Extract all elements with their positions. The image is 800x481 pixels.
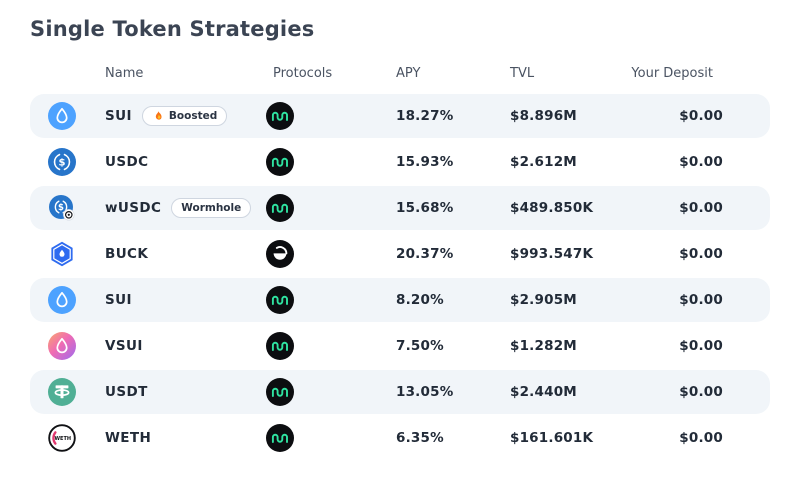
- tvl-value: $2.440M: [510, 384, 577, 400]
- navi-icon: [266, 332, 294, 360]
- apy-value: 18.27%: [396, 108, 454, 124]
- navi-icon: [266, 286, 294, 314]
- bucket-icon: [266, 240, 294, 268]
- table-row[interactable]: WETH WETH 6.35% $161.601K $0.00: [30, 416, 770, 460]
- deposit-value: $0.00: [679, 292, 723, 308]
- tvl-value: $161.601K: [510, 430, 594, 446]
- tvl-value: $489.850K: [510, 200, 594, 216]
- apy-value: 15.93%: [396, 154, 454, 170]
- deposit-value: $0.00: [679, 430, 723, 446]
- table-row[interactable]: $ wUSDC Wormhole 15.68% $489.850K $0.00: [30, 186, 770, 230]
- apy-value: 8.20%: [396, 292, 444, 308]
- token-name: SUI: [105, 108, 132, 124]
- column-header-apy: APY: [396, 66, 421, 81]
- sui-icon: [48, 286, 76, 314]
- deposit-value: $0.00: [679, 246, 723, 262]
- page-title: Single Token Strategies: [30, 17, 315, 41]
- apy-value: 7.50%: [396, 338, 444, 354]
- column-header-protocols: Protocols: [273, 66, 333, 81]
- svg-text:WETH: WETH: [55, 436, 72, 442]
- apy-value: 20.37%: [396, 246, 454, 262]
- column-header-tvl: TVL: [510, 66, 535, 81]
- token-name: wUSDC: [105, 200, 162, 216]
- deposit-value: $0.00: [679, 154, 723, 170]
- table-row[interactable]: SUI Boosted 18.27% $8.896M $0.00: [30, 94, 770, 138]
- weth-icon: WETH: [48, 424, 76, 452]
- svg-text:$: $: [59, 158, 66, 169]
- usdt-icon: [48, 378, 76, 406]
- navi-icon: [266, 424, 294, 452]
- badge-label: Boosted: [168, 110, 218, 122]
- tvl-value: $1.282M: [510, 338, 577, 354]
- apy-value: 6.35%: [396, 430, 444, 446]
- table-row[interactable]: USDT 13.05% $2.440M $0.00: [30, 370, 770, 414]
- navi-icon: [266, 194, 294, 222]
- status-badge: Wormhole: [171, 198, 252, 218]
- wusdc-icon: $: [48, 194, 76, 222]
- token-name: VSUI: [105, 338, 143, 354]
- token-name: BUCK: [105, 246, 149, 262]
- token-name: SUI: [105, 292, 132, 308]
- svg-text:$: $: [58, 203, 64, 213]
- tvl-value: $993.547K: [510, 246, 594, 262]
- table-row[interactable]: VSUI 7.50% $1.282M $0.00: [30, 324, 770, 368]
- badge-label: Wormhole: [181, 202, 242, 214]
- single-token-strategies-panel: Single Token Strategies Name Protocols A…: [30, 17, 770, 460]
- flame-icon: [152, 110, 164, 122]
- column-header-your-deposit: Your Deposit: [631, 66, 713, 81]
- token-name: WETH: [105, 430, 152, 446]
- navi-icon: [266, 148, 294, 176]
- vsui-icon: [48, 332, 76, 360]
- navi-icon: [266, 378, 294, 406]
- token-name: USDT: [105, 384, 148, 400]
- apy-value: 13.05%: [396, 384, 454, 400]
- apy-value: 15.68%: [396, 200, 454, 216]
- table-row[interactable]: BUCK 20.37% $993.547K $0.00: [30, 232, 770, 276]
- sui-icon: [48, 102, 76, 130]
- status-badge: Boosted: [141, 106, 228, 126]
- deposit-value: $0.00: [679, 384, 723, 400]
- tvl-value: $8.896M: [510, 108, 577, 124]
- table-header: Name Protocols APY TVL Your Deposit: [30, 66, 770, 82]
- usdc-icon: $: [48, 148, 76, 176]
- column-header-name: Name: [105, 66, 144, 81]
- deposit-value: $0.00: [679, 108, 723, 124]
- deposit-value: $0.00: [679, 200, 723, 216]
- table-row[interactable]: $ USDC 15.93% $2.612M $0.00: [30, 140, 770, 184]
- tvl-value: $2.905M: [510, 292, 577, 308]
- table-row[interactable]: SUI 8.20% $2.905M $0.00: [30, 278, 770, 322]
- strategies-table: SUI Boosted 18.27% $8.896M $0.00 $ USDC …: [30, 94, 770, 460]
- token-name: USDC: [105, 154, 149, 170]
- deposit-value: $0.00: [679, 338, 723, 354]
- buck-icon: [48, 240, 76, 268]
- navi-icon: [266, 102, 294, 130]
- tvl-value: $2.612M: [510, 154, 577, 170]
